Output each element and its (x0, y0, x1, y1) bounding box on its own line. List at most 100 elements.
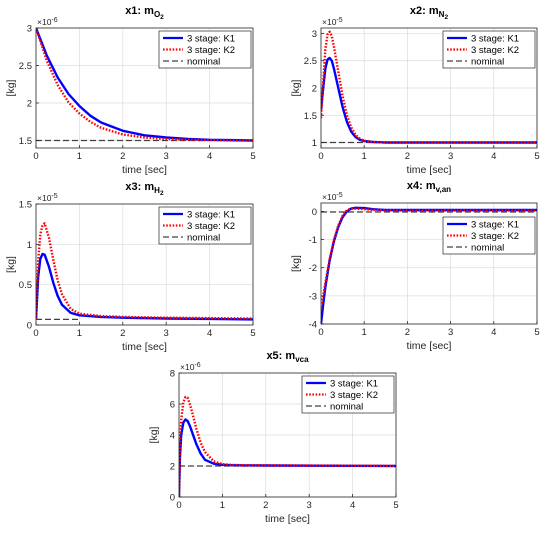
legend-entry: 3 stage: K2 (187, 45, 235, 56)
series-line-3-stage-k2 (321, 207, 537, 311)
x-tick-label: 5 (534, 151, 539, 162)
series-line-3-stage-k2 (321, 30, 537, 144)
series-group (36, 222, 253, 321)
x-tick-label: 5 (250, 151, 255, 162)
x-tick-label: 0 (33, 151, 38, 162)
axis-exponent: ×10-6 (180, 362, 201, 372)
series-line-3-stage-k2 (179, 395, 396, 497)
y-tick-label: 0.5 (19, 280, 32, 291)
axes-box (320, 202, 538, 325)
chart-title: x2: mN2 (410, 5, 449, 21)
chart-title: x1: mO2 (125, 5, 164, 21)
y-tick-label: 0 (170, 493, 175, 504)
legend-entry: nominal (471, 242, 504, 253)
y-tick-label: 3 (312, 29, 317, 40)
axis-exponent: ×10-5 (37, 193, 58, 203)
y-axis-label: [kg] (290, 79, 302, 96)
y-tick-label: 0 (27, 321, 32, 332)
x-tick-label: 4 (491, 151, 496, 162)
legend-entry: 3 stage: K1 (187, 33, 235, 44)
x-tick-label: 0 (318, 327, 323, 338)
y-tick-label: 2 (170, 462, 175, 473)
y-tick-label: 2.5 (19, 61, 32, 72)
x-tick-label: 2 (263, 500, 268, 511)
y-tick-label: -1 (309, 235, 317, 246)
y-tick-label: 0 (312, 207, 317, 218)
series-line-3-stage-k1 (36, 28, 253, 142)
chart-panel-1: 0 1 2 3 4 5 1.5 2 2.5 3 time [sec] [kg] ×10-6 x1: mO2… (5, 5, 256, 176)
series-group (179, 395, 396, 497)
x-tick-label: 2 (405, 151, 410, 162)
chart-title: x4: mv,an (407, 180, 451, 194)
y-tick-label: -2 (309, 263, 317, 274)
y-tick-label: 4 (170, 431, 175, 442)
legend-entry: 3 stage: K1 (471, 33, 519, 44)
x-tick-label: 1 (362, 327, 367, 338)
legend-entry: nominal (187, 56, 220, 67)
y-tick-label: 2 (27, 99, 32, 110)
x-tick-label: 2 (405, 327, 410, 338)
legend-entry: 3 stage: K2 (471, 45, 519, 56)
x-tick-label: 3 (307, 500, 312, 511)
x-tick-label: 2 (120, 328, 125, 339)
legend-entry: nominal (471, 56, 504, 67)
x-tick-label: 5 (393, 500, 398, 511)
axes-box (35, 27, 254, 149)
series-group (36, 28, 253, 142)
y-tick-label: 1.5 (304, 111, 317, 122)
legend-entry: 3 stage: K2 (471, 231, 519, 242)
y-tick-label: 1.5 (19, 200, 32, 211)
x-tick-label: 3 (164, 328, 169, 339)
chart-panel-5: 0 1 2 3 4 5 0 2 4 6 8 time [sec] [kg] ×10-6 x5: mvca 3 … (148, 350, 399, 525)
chart-panel-4: 0 1 2 3 4 5 -4 -3 -2 -1 0 time [sec] [kg] ×10-5 x4: mv… (290, 180, 540, 352)
axis-exponent: ×10-5 (322, 17, 343, 27)
x-tick-label: 3 (448, 151, 453, 162)
x-tick-label: 4 (207, 151, 212, 162)
y-axis-label: [kg] (148, 426, 160, 443)
x-tick-label: 3 (448, 327, 453, 338)
y-tick-label: 1 (27, 240, 32, 251)
y-tick-label: 8 (170, 369, 175, 380)
x-tick-label: 0 (176, 500, 181, 511)
x-axis-label: time [sec] (265, 513, 310, 525)
y-axis-label: [kg] (5, 256, 17, 273)
y-tick-label: 1.5 (19, 136, 32, 147)
x-tick-label: 5 (534, 327, 539, 338)
y-axis-label: [kg] (290, 255, 302, 272)
x-tick-label: 4 (491, 327, 496, 338)
axes-box (35, 203, 254, 326)
series-group (321, 30, 537, 144)
x-axis-label: time [sec] (122, 164, 167, 176)
chart-panel-3: 0 1 2 3 4 5 0 0.5 1 1.5 time [sec] [kg] ×10-5 x3: mH2… (5, 181, 256, 353)
legend-entry: 3 stage: K2 (187, 221, 235, 232)
y-tick-label: 1 (312, 138, 317, 149)
y-tick-label: 6 (170, 400, 175, 411)
axis-exponent: ×10-6 (37, 17, 58, 27)
axis-exponent: ×10-5 (322, 192, 343, 202)
x-tick-label: 0 (33, 328, 38, 339)
x-axis-label: time [sec] (407, 164, 452, 176)
legend-entry: nominal (330, 401, 363, 412)
y-tick-label: 3 (27, 24, 32, 35)
legend-entry: nominal (187, 232, 220, 243)
series-line-3-stage-k2 (36, 222, 253, 320)
x-axis-label: time [sec] (122, 341, 167, 353)
legend-entry: 3 stage: K1 (330, 378, 378, 389)
x-tick-label: 4 (350, 500, 355, 511)
y-tick-label: -3 (309, 291, 317, 302)
series-line-3-stage-k2 (36, 28, 253, 142)
x-tick-label: 1 (77, 328, 82, 339)
x-tick-label: 1 (362, 151, 367, 162)
x-axis-label: time [sec] (407, 340, 452, 352)
x-tick-label: 0 (318, 151, 323, 162)
y-tick-label: 2 (312, 84, 317, 95)
x-tick-label: 1 (77, 151, 82, 162)
y-tick-label: -4 (309, 320, 317, 331)
y-axis-label: [kg] (5, 79, 17, 96)
